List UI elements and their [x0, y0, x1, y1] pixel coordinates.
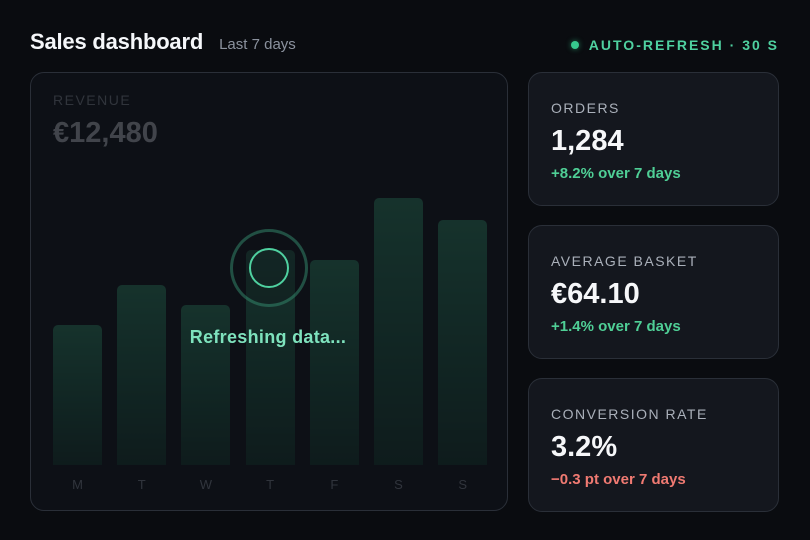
average-basket-card: AVERAGE BASKET €64.10 +1.4% over 7 days [528, 225, 779, 359]
date-range-label: Last 7 days [219, 36, 296, 53]
day-label: M [72, 477, 83, 492]
page-title: Sales dashboard [30, 29, 204, 54]
revenue-chart-dimmed: REVENUE €12,480 M T W T F S S [31, 73, 507, 510]
day-label: S [394, 477, 403, 492]
revenue-card: REVENUE €12,480 M T W T F S S Refreshing data.… [30, 72, 508, 511]
orders-card: ORDERS 1,284 +8.2% over 7 days [528, 72, 779, 206]
conversion-rate-card: CONVERSION RATE 3.2% −0.3 pt over 7 days [528, 378, 779, 512]
loading-spinner-ring [249, 248, 289, 288]
auto-refresh-indicator[interactable]: AUTO-REFRESH · 30 S [570, 37, 779, 53]
day-label: S [458, 477, 468, 492]
refreshing-text: Refreshing data... [189, 327, 347, 347]
loading-spinner-icon [230, 229, 308, 307]
revenue-bar [374, 198, 423, 465]
status-dot-icon [570, 41, 579, 49]
day-label: T [266, 477, 275, 492]
revenue-bar [181, 305, 231, 465]
metric-label: CONVERSION RATE [551, 406, 708, 422]
revenue-bar [438, 220, 488, 465]
revenue-bar [117, 285, 167, 465]
revenue-bar [309, 260, 359, 465]
metric-change: −0.3 pt over 7 days [551, 471, 686, 488]
header: Sales dashboard Last 7 days [30, 29, 296, 55]
metric-label: AVERAGE BASKET [551, 253, 698, 269]
metric-value: 1,284 [551, 125, 624, 157]
metric-label: ORDERS [551, 100, 620, 116]
metric-value: €64.10 [551, 278, 640, 310]
loading-overlay: Refreshing data... [31, 73, 507, 510]
day-label: T [137, 477, 146, 492]
day-label: W [199, 477, 213, 492]
metric-change: +8.2% over 7 days [551, 165, 681, 182]
metric-value: 3.2% [551, 431, 618, 463]
revenue-value: €12,480 [53, 117, 158, 149]
revenue-bar [53, 325, 102, 465]
auto-refresh-label: AUTO-REFRESH · 30 S [588, 37, 779, 53]
day-label: F [330, 477, 339, 492]
metric-change: +1.4% over 7 days [551, 318, 681, 335]
revenue-label: REVENUE [53, 92, 132, 108]
